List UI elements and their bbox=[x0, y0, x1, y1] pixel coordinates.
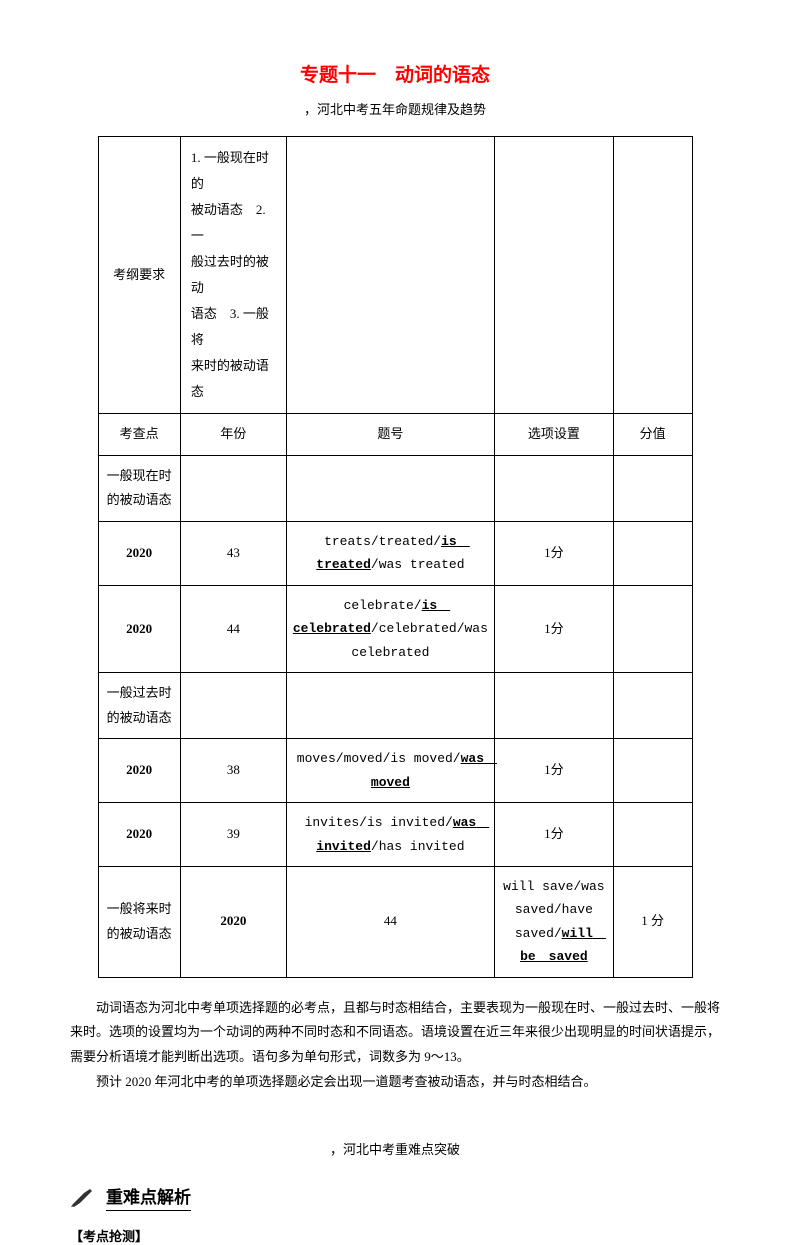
requirement-label: 考纲要求 bbox=[98, 137, 180, 414]
bracket-label: 【考点抢测】 bbox=[70, 1226, 720, 1245]
s2-l2: 的被动语态 bbox=[107, 710, 172, 725]
main-title: 专题十一 动词的语态 bbox=[70, 60, 720, 87]
empty-cell bbox=[613, 803, 692, 867]
s3-l1: 一般将来时 bbox=[107, 901, 172, 916]
section-title: ，河北中考重难点突破 bbox=[70, 1139, 720, 1158]
options-cell: treats/treated/is treated/was treated bbox=[286, 522, 494, 586]
opt-before: celebrate/ bbox=[344, 598, 422, 613]
empty-cell bbox=[286, 455, 494, 521]
year-cell: 2020 bbox=[98, 803, 180, 867]
opt-after: /celebrated/was celebrated bbox=[351, 621, 488, 659]
s3-l2: 的被动语态 bbox=[107, 926, 172, 941]
data-row: 2020 44 celebrate/is celebrated/celebrat… bbox=[98, 585, 692, 672]
opt-after: /was treated bbox=[371, 557, 465, 572]
req-line-4: 语态 3. 一般将 bbox=[191, 306, 269, 347]
section2-label: 一般过去时 的被动语态 bbox=[98, 673, 180, 739]
section2-header: 一般过去时 的被动语态 bbox=[98, 673, 692, 739]
pen-icon bbox=[70, 1187, 98, 1207]
empty-cell bbox=[286, 673, 494, 739]
empty-cell bbox=[180, 455, 286, 521]
opt-after: /has invited bbox=[371, 839, 465, 854]
empty-cell bbox=[613, 585, 692, 672]
qnum-cell: 44 bbox=[180, 585, 286, 672]
s1-l2: 的被动语态 bbox=[107, 492, 172, 507]
opt-before: moves/moved/is moved/ bbox=[297, 751, 461, 766]
qnum-cell: 39 bbox=[180, 803, 286, 867]
empty-cell bbox=[613, 137, 692, 414]
header-score: 分值 bbox=[613, 414, 692, 456]
data-row: 2020 43 treats/treated/is treated/was tr… bbox=[98, 522, 692, 586]
section3-label: 一般将来时 的被动语态 bbox=[98, 866, 180, 977]
req-line-5: 来时的被动语态 bbox=[191, 358, 269, 399]
empty-cell bbox=[286, 137, 494, 414]
header-year: 年份 bbox=[180, 414, 286, 456]
data-row: 2020 38 moves/moved/is moved/was moved 1… bbox=[98, 739, 692, 803]
options-cell: will save/was saved/have saved/will be s… bbox=[494, 866, 613, 977]
requirement-row: 考纲要求 1. 一般现在时的 被动语态 2. 一 般过去时的被动 语态 3. 一… bbox=[98, 137, 692, 414]
year-cell: 2020 bbox=[98, 522, 180, 586]
section3-row: 一般将来时 的被动语态 2020 44 will save/was saved/… bbox=[98, 866, 692, 977]
score-cell: 1分 bbox=[494, 585, 613, 672]
header-row: 考查点 年份 题号 选项设置 分值 bbox=[98, 414, 692, 456]
empty-cell bbox=[494, 673, 613, 739]
req-line-1: 1. 一般现在时的 bbox=[191, 150, 269, 191]
year-cell: 2020 bbox=[98, 585, 180, 672]
paragraph-1: 动词语态为河北中考单项选择题的必考点，且都与时态相结合，主要表现为一般现在时、一… bbox=[70, 996, 720, 1070]
qnum-cell: 38 bbox=[180, 739, 286, 803]
requirement-content: 1. 一般现在时的 被动语态 2. 一 般过去时的被动 语态 3. 一般将 来时… bbox=[180, 137, 286, 414]
year-cell: 2020 bbox=[98, 739, 180, 803]
year-cell: 2020 bbox=[180, 866, 286, 977]
empty-cell bbox=[613, 673, 692, 739]
analysis-header: 重难点解析 bbox=[70, 1183, 720, 1211]
section1-header: 一般现在时 的被动语态 bbox=[98, 455, 692, 521]
header-checkpoint: 考查点 bbox=[98, 414, 180, 456]
empty-cell bbox=[613, 455, 692, 521]
empty-cell bbox=[494, 137, 613, 414]
score-cell: 1分 bbox=[494, 739, 613, 803]
options-cell: moves/moved/is moved/was moved bbox=[286, 739, 494, 803]
qnum-cell: 44 bbox=[286, 866, 494, 977]
header-options: 选项设置 bbox=[494, 414, 613, 456]
section1-label: 一般现在时 的被动语态 bbox=[98, 455, 180, 521]
score-cell: 1分 bbox=[494, 522, 613, 586]
data-row: 2020 39 invites/is invited/was invited/h… bbox=[98, 803, 692, 867]
options-cell: invites/is invited/was invited/has invit… bbox=[286, 803, 494, 867]
analysis-label: 重难点解析 bbox=[106, 1183, 191, 1211]
header-qnum: 题号 bbox=[286, 414, 494, 456]
qnum-cell: 43 bbox=[180, 522, 286, 586]
opt-before: invites/is invited/ bbox=[305, 815, 453, 830]
req-line-2: 被动语态 2. 一 bbox=[191, 202, 266, 243]
req-line-3: 般过去时的被动 bbox=[191, 254, 269, 295]
s2-l1: 一般过去时 bbox=[107, 685, 172, 700]
empty-cell bbox=[613, 522, 692, 586]
subtitle: ，河北中考五年命题规律及趋势 bbox=[70, 99, 720, 118]
opt-before: treats/treated/ bbox=[324, 534, 441, 549]
s1-l1: 一般现在时 bbox=[107, 468, 172, 483]
score-cell: 1分 bbox=[494, 803, 613, 867]
empty-cell bbox=[613, 739, 692, 803]
empty-cell bbox=[494, 455, 613, 521]
exam-table: 考纲要求 1. 一般现在时的 被动语态 2. 一 般过去时的被动 语态 3. 一… bbox=[98, 136, 693, 978]
score-cell: 1 分 bbox=[613, 866, 692, 977]
paragraph-2: 预计 2020 年河北中考的单项选择题必定会出现一道题考查被动语态，并与时态相结… bbox=[70, 1070, 720, 1095]
empty-cell bbox=[180, 673, 286, 739]
options-cell: celebrate/is celebrated/celebrated/was c… bbox=[286, 585, 494, 672]
